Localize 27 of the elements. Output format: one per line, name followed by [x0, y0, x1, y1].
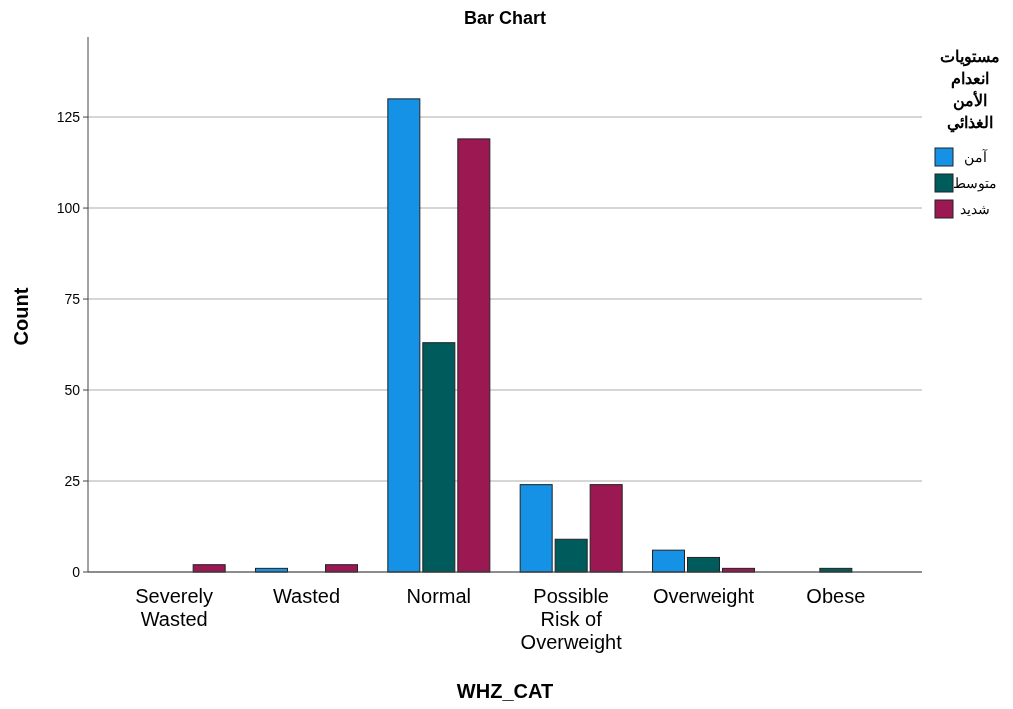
y-tick-label: 50: [64, 382, 81, 399]
y-axis-title: Count: [10, 287, 32, 346]
bar: [589, 484, 623, 573]
legend-title: مستويات انعدام الأمن الغذائي: [940, 48, 1000, 133]
bar: [652, 549, 685, 573]
y-tick-label: 75: [64, 291, 81, 308]
legend-label: آمن: [963, 148, 988, 166]
legend-label: متوسط: [953, 175, 997, 192]
bar: [554, 538, 588, 573]
bar: [457, 138, 491, 573]
x-axis-title: WHZ_CAT: [456, 680, 554, 702]
x-tick-label: Overweight: [652, 585, 755, 607]
bar: [519, 484, 553, 573]
y-tick-label: 100: [56, 200, 81, 217]
chart-title: Bar Chart: [463, 8, 547, 28]
bar: [422, 342, 456, 573]
y-tick-label: 125: [56, 109, 81, 126]
x-tick-label: Normal: [406, 585, 472, 607]
y-tick-label: 25: [64, 473, 81, 490]
x-tick-label: Obese: [806, 585, 866, 607]
bar: [687, 556, 720, 573]
x-tick-label: Severely Wasted: [135, 585, 214, 630]
x-tick-label: Possible Risk of Overweight: [520, 585, 623, 653]
x-tick-label: Wasted: [272, 585, 341, 607]
y-tick-label: 0: [72, 564, 81, 580]
legend-label: شديد: [960, 201, 990, 217]
bar: [387, 98, 421, 573]
